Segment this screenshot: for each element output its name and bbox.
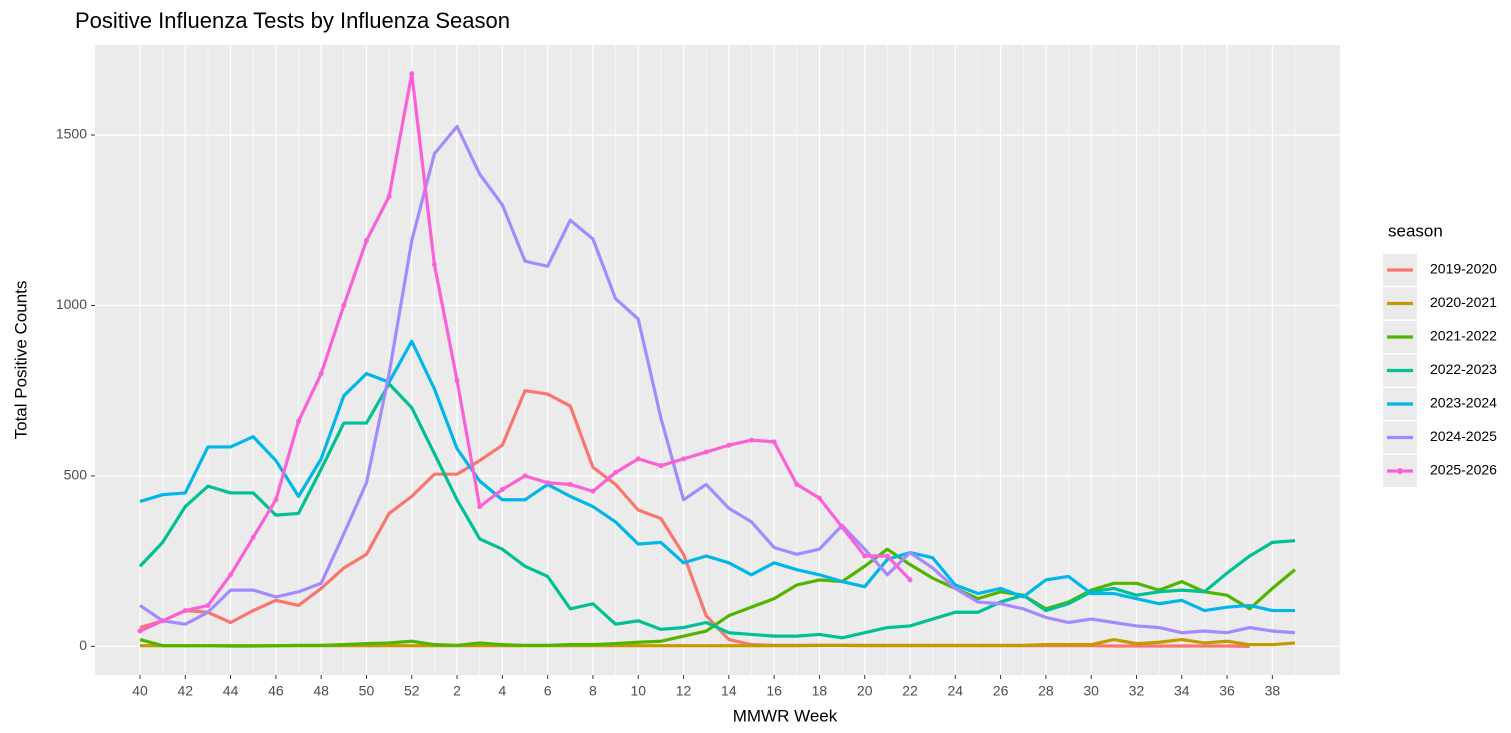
point bbox=[522, 473, 528, 479]
point bbox=[182, 608, 188, 614]
point bbox=[839, 524, 845, 530]
x-tick-label: 34 bbox=[1174, 683, 1190, 699]
x-tick-label: 10 bbox=[630, 683, 646, 699]
point bbox=[273, 497, 279, 503]
point bbox=[341, 302, 347, 308]
point bbox=[635, 456, 641, 462]
y-tick-label: 1000 bbox=[56, 296, 87, 312]
point bbox=[748, 437, 754, 443]
x-tick-label: 16 bbox=[766, 683, 782, 699]
x-tick-label: 22 bbox=[902, 683, 918, 699]
x-tick-label: 46 bbox=[268, 683, 284, 699]
point bbox=[794, 481, 800, 487]
point bbox=[816, 495, 822, 501]
y-tick-label: 500 bbox=[64, 467, 88, 483]
x-tick-label: 30 bbox=[1083, 683, 1099, 699]
series-line bbox=[138, 382, 1296, 640]
series-line bbox=[139, 339, 1295, 613]
point bbox=[613, 470, 619, 475]
x-tick-label: 14 bbox=[721, 683, 737, 699]
point bbox=[907, 577, 913, 583]
point bbox=[296, 418, 302, 424]
point bbox=[703, 449, 709, 455]
legend-title: season bbox=[1388, 221, 1443, 240]
point bbox=[160, 618, 166, 624]
x-tick-label: 26 bbox=[993, 683, 1009, 699]
x-tick-label: 50 bbox=[359, 683, 375, 699]
x-tick-label: 36 bbox=[1219, 683, 1235, 699]
x-tick-label: 38 bbox=[1265, 683, 1281, 699]
x-tick-label: 24 bbox=[948, 683, 964, 699]
point bbox=[205, 602, 211, 608]
legend-label: 2020-2021 bbox=[1430, 294, 1497, 310]
legend-label: 2019-2020 bbox=[1430, 261, 1497, 277]
y-tick-label: 1500 bbox=[56, 126, 87, 142]
point bbox=[454, 377, 460, 383]
legend-label: 2025-2026 bbox=[1430, 462, 1497, 478]
point bbox=[862, 553, 868, 559]
point bbox=[590, 488, 596, 494]
panel bbox=[95, 45, 1340, 675]
point bbox=[363, 238, 369, 244]
y-tick-label: 0 bbox=[79, 637, 87, 653]
y-axis-label: Total Positive Counts bbox=[11, 281, 30, 440]
legend-label: 2022-2023 bbox=[1430, 361, 1497, 377]
x-tick-label: 32 bbox=[1129, 683, 1145, 699]
x-tick-label: 28 bbox=[1038, 683, 1054, 699]
series-line bbox=[139, 547, 1297, 648]
point bbox=[409, 71, 415, 77]
point bbox=[250, 534, 256, 540]
x-tick-label: 42 bbox=[178, 683, 194, 699]
legend-label: 2024-2025 bbox=[1430, 428, 1497, 444]
x-axis-label: MMWR Week bbox=[733, 706, 838, 725]
point bbox=[477, 504, 483, 510]
x-tick-label: 48 bbox=[313, 683, 329, 699]
point bbox=[318, 371, 324, 377]
x-tick-label: 8 bbox=[589, 683, 597, 699]
legend-point bbox=[1397, 468, 1403, 474]
x-tick-label: 44 bbox=[223, 683, 239, 699]
x-tick-label: 52 bbox=[404, 683, 420, 699]
x-tick-label: 2 bbox=[453, 683, 461, 699]
legend-label: 2023-2024 bbox=[1430, 395, 1497, 411]
point bbox=[431, 262, 437, 268]
x-tick-label: 20 bbox=[857, 683, 873, 699]
point bbox=[884, 553, 890, 559]
point bbox=[137, 628, 143, 634]
point bbox=[771, 439, 777, 445]
x-tick-label: 4 bbox=[498, 683, 506, 699]
point bbox=[499, 487, 505, 493]
x-tick-label: 6 bbox=[544, 683, 552, 699]
point bbox=[228, 572, 234, 578]
point bbox=[681, 456, 687, 462]
point bbox=[658, 463, 664, 469]
series-line bbox=[139, 124, 1296, 635]
chart-title: Positive Influenza Tests by Influenza Se… bbox=[75, 8, 510, 33]
legend-label: 2021-2022 bbox=[1430, 328, 1497, 344]
x-tick-label: 40 bbox=[132, 683, 148, 699]
point bbox=[386, 193, 392, 199]
point bbox=[545, 480, 551, 486]
point bbox=[567, 481, 573, 487]
x-tick-label: 12 bbox=[676, 683, 692, 699]
x-tick-label: 18 bbox=[812, 683, 828, 699]
point bbox=[726, 442, 732, 448]
